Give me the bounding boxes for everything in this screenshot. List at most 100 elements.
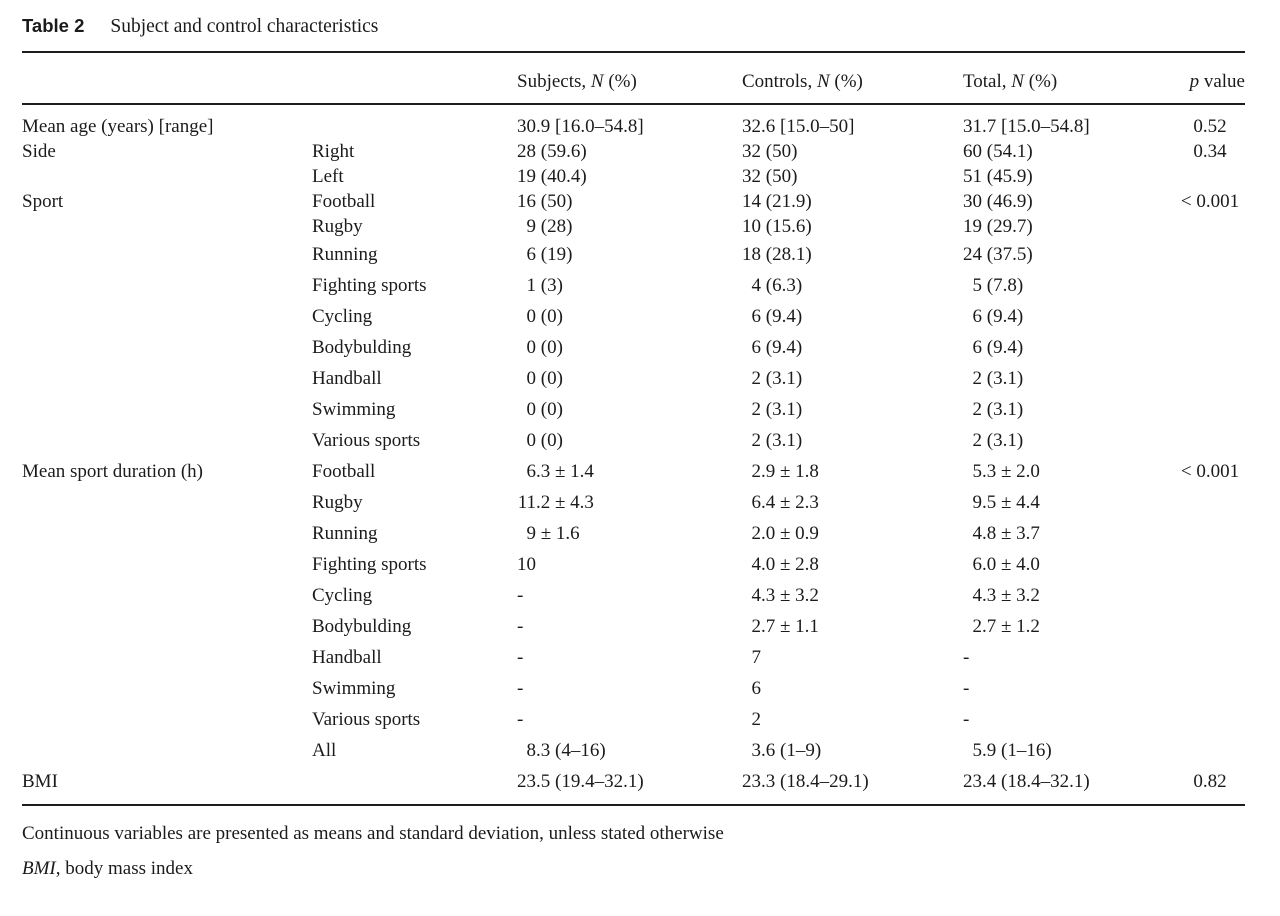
controls-value-cell: 7 (742, 642, 963, 673)
top-rule (22, 51, 1245, 53)
value-int-part: 3 (751, 740, 762, 761)
table-row: Handball 0 (0) 2 (3.1) 2 (3.1) (22, 363, 1245, 394)
controls-value-cell: 2.9 ± 1.8 (742, 456, 963, 487)
p-value-cell: 0.34 (1193, 141, 1227, 162)
subjects-value-cell: 0 (0) (517, 425, 742, 456)
value-int-part: 6 (751, 337, 762, 358)
category-cell (22, 642, 312, 673)
value-int-part: 2 (751, 523, 762, 544)
category-cell (22, 425, 312, 456)
value-int-part: 1 (526, 275, 537, 296)
value-int-part: 2 (972, 399, 983, 420)
subjects-value-cell: 11.2 ± 4.3 (517, 487, 742, 518)
p-value-cell (1175, 301, 1245, 332)
value-int-part: 6 (972, 554, 983, 575)
controls-value-cell: 2 (742, 704, 963, 735)
p-value-cell (1175, 580, 1245, 611)
category-cell (22, 394, 312, 425)
total-value-cell: 60 (54.1) (963, 141, 1033, 162)
category-cell: Mean age (years) [range] (22, 116, 214, 137)
col-header-p-value: p value (1175, 53, 1245, 105)
controls-value-cell: 3.6 (1–9) (742, 735, 963, 766)
subcategory-cell: Running (312, 523, 378, 544)
p-value-cell (1175, 487, 1245, 518)
table-row: Left 19 (40.4) 32 (50) 51 (45.9) (22, 164, 1245, 189)
subjects-value-cell: 28 (59.6) (517, 141, 587, 162)
table-row: Bodybulding - 2.7 ± 1.1 2.7 ± 1.2 (22, 611, 1245, 642)
value-int-part: 19 (517, 166, 536, 187)
total-value-cell: 2 (3.1) (963, 425, 1175, 456)
total-value-cell: 31.7 [15.0–54.8] (963, 116, 1090, 137)
value-int-part: 11 (517, 492, 536, 513)
value-int-part: 19 (963, 216, 982, 237)
value-int-part: 8 (526, 740, 537, 761)
category-cell: Sport (22, 191, 64, 212)
subcategory-cell: Football (312, 461, 376, 482)
subcategory-cell: Fighting sports (312, 275, 427, 296)
total-value-cell: 6.0 ± 4.0 (963, 549, 1175, 580)
controls-value-cell: 2.0 ± 0.9 (742, 518, 963, 549)
table-row: Handball - 7 - (22, 642, 1245, 673)
p-value-cell: < 0.001 (1180, 191, 1240, 212)
value-int-part: 4 (751, 275, 762, 296)
subcategory-cell: Cycling (312, 306, 373, 327)
value-int-part: 2 (751, 461, 762, 482)
value-int-part: 7 (751, 647, 762, 668)
subjects-value-cell: 9 (28) (517, 214, 742, 239)
value-int-part: 0 (526, 306, 537, 327)
p-value-cell (1175, 164, 1245, 189)
value-int-part: 2 (751, 616, 762, 637)
col-header-total: Total, N (%) (963, 53, 1175, 105)
total-value-cell: - (963, 709, 970, 730)
category-cell (22, 270, 312, 301)
value-int-part: 5 (972, 275, 983, 296)
value-int-part: 0 (526, 368, 537, 389)
table-row: Various sports - 2 - (22, 704, 1245, 735)
category-cell (22, 239, 312, 270)
subjects-value-cell: 6.3 ± 1.4 (517, 456, 742, 487)
category-cell (22, 673, 312, 704)
value-int-part: 10 (517, 554, 536, 575)
value-int-part: 2 (972, 368, 983, 389)
subcategory-cell: Swimming (312, 399, 396, 420)
table-body: Mean age (years) [range] 30.9 [16.0–54.8]… (22, 104, 1245, 805)
p-value-cell (1175, 214, 1245, 239)
total-value-cell: 2.7 ± 1.2 (963, 611, 1175, 642)
table-row: Running 9 ± 1.6 2.0 ± 0.9 4.8 ± 3.7 (22, 518, 1245, 549)
controls-value-cell: 6.4 ± 2.3 (742, 487, 963, 518)
total-value-cell: 5 (7.8) (963, 270, 1175, 301)
footnote: BMI, body mass index (22, 858, 193, 879)
value-int-part: 18 (742, 244, 761, 265)
value-int-part: 6 (526, 461, 537, 482)
table-caption: Subject and control characteristics (110, 16, 379, 37)
total-value-cell: 24 (37.5) (963, 239, 1175, 270)
subcategory-cell: Handball (312, 368, 382, 389)
p-value-cell (1175, 642, 1245, 673)
category-cell (22, 704, 312, 735)
value-int-part: 14 (742, 191, 761, 212)
p-value-cell (1175, 239, 1245, 270)
table-row: Rugby 11.2 ± 4.3 6.4 ± 2.3 9.5 ± 4.4 (22, 487, 1245, 518)
controls-value-cell: 6 (9.4) (742, 332, 963, 363)
subcategory-cell: Bodybulding (312, 616, 412, 637)
value-int-part: 6 (751, 306, 762, 327)
value-int-part: 9 (526, 523, 537, 544)
total-value-cell: 2 (3.1) (963, 394, 1175, 425)
footnote: Continuous variables are presented as me… (22, 823, 724, 844)
controls-value-cell: 14 (21.9) (742, 191, 812, 212)
total-value-cell: 30 (46.9) (963, 191, 1033, 212)
table-row: Bodybulding 0 (0) 6 (9.4) 6 (9.4) (22, 332, 1245, 363)
subcategory-cell: Rugby (312, 216, 363, 237)
total-value-cell: 9.5 ± 4.4 (963, 487, 1175, 518)
category-cell (22, 487, 312, 518)
p-value-cell (1175, 549, 1245, 580)
value-int-part: 4 (751, 585, 762, 606)
value-int-part: 2 (751, 709, 762, 730)
value-int-part: 6 (972, 337, 983, 358)
controls-value-cell: 32 (50) (742, 141, 798, 162)
subcategory-cell: Handball (312, 647, 382, 668)
value-int-part: 23 (742, 771, 761, 792)
subjects-value-cell: 30.9 [16.0–54.8] (517, 116, 644, 137)
controls-value-cell: 23.3 (18.4–29.1) (742, 766, 963, 805)
value-int-part: 30 (963, 191, 982, 212)
